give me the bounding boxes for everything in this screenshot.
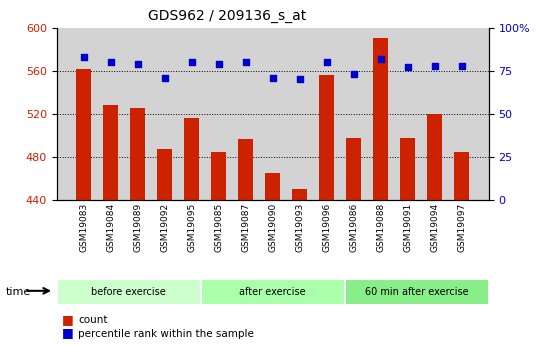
Bar: [373, 38, 388, 200]
Bar: [238, 139, 253, 200]
Point: [322, 59, 331, 65]
Point: [376, 56, 385, 61]
Text: ■: ■: [62, 326, 74, 339]
Text: GDS962 / 209136_s_at: GDS962 / 209136_s_at: [147, 9, 306, 23]
Bar: [201, 279, 345, 305]
Text: 60 min after exercise: 60 min after exercise: [365, 287, 469, 297]
Point: [241, 59, 250, 65]
Point: [133, 61, 142, 67]
Bar: [454, 151, 469, 200]
Bar: [57, 279, 201, 305]
Point: [187, 59, 196, 65]
Bar: [211, 151, 226, 200]
Bar: [345, 279, 489, 305]
Bar: [400, 138, 415, 200]
Bar: [346, 138, 361, 200]
Text: before exercise: before exercise: [91, 287, 166, 297]
Bar: [103, 105, 118, 200]
Point: [295, 77, 304, 82]
Bar: [157, 149, 172, 200]
Bar: [184, 118, 199, 200]
Text: ■: ■: [62, 313, 74, 326]
Bar: [427, 114, 442, 200]
Text: count: count: [78, 315, 108, 325]
Point: [106, 59, 115, 65]
Point: [268, 75, 277, 80]
Text: after exercise: after exercise: [239, 287, 306, 297]
Bar: [265, 173, 280, 200]
Bar: [130, 108, 145, 200]
Point: [457, 63, 466, 68]
Bar: [76, 69, 91, 200]
Bar: [292, 189, 307, 200]
Point: [349, 71, 358, 77]
Point: [403, 65, 412, 70]
Text: time: time: [5, 287, 31, 296]
Point: [79, 54, 88, 60]
Bar: [319, 75, 334, 200]
Text: percentile rank within the sample: percentile rank within the sample: [78, 329, 254, 339]
Point: [214, 61, 223, 67]
Point: [430, 63, 439, 68]
Point: [160, 75, 169, 80]
